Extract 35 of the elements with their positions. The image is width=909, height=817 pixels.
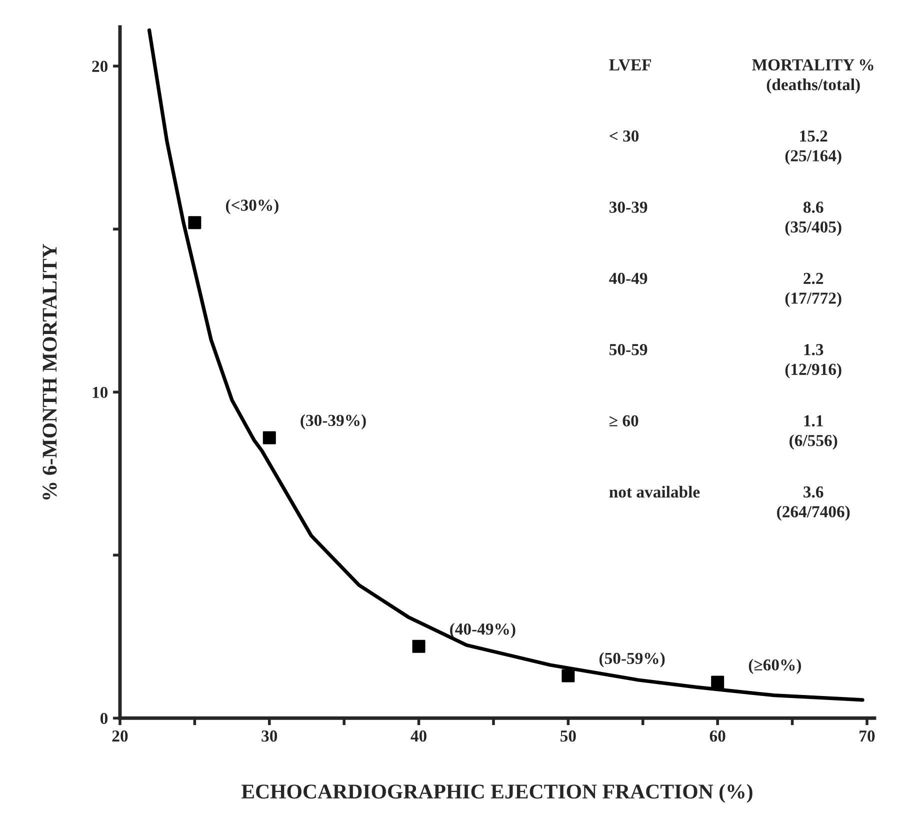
annotation: MORTALITY % (deaths/total) [752,59,874,94]
x-tick-label: 70 [860,730,875,742]
point [188,216,202,230]
annotation: 50-59 [610,344,648,356]
annotation: 1.1 (6/556) [790,415,838,450]
annotation: (<30%) [226,199,278,214]
y-axis-title: % 6-MONTH MORTALITY [42,244,57,500]
annotation: 30-39 [610,202,648,213]
annotation: 1.3 (12/916) [785,344,842,378]
point [562,669,575,682]
point [412,640,426,653]
annotation: ≥ 60 [610,415,638,426]
annotation: (30-39%) [300,414,366,430]
annotation: < 30 [610,130,639,142]
y-tick-label: 10 [92,386,108,398]
annotation: LVEF [609,59,652,71]
x-tick-label: 40 [410,730,426,742]
annotation: 8.6 (35/405) [785,202,842,236]
annotation: (50-59%) [599,652,665,668]
annotation: 3.6 (264/7406) [777,486,850,521]
x-tick-label: 30 [262,730,278,742]
annotation: not available [609,486,700,498]
y-tick-label: 20 [92,60,108,72]
annotation: (≥60%) [748,658,801,674]
annotation: 2.2 (17/772) [785,272,842,308]
point [262,431,276,444]
annotation: (40-49%) [450,622,516,638]
x-tick-label: 50 [560,730,576,742]
annotation: 40-49 [609,272,648,284]
y-tick-label: 0 [100,712,108,724]
point [711,676,724,689]
annotation: 15.2 (25/164) [785,130,842,165]
x-tick-label: 20 [112,730,128,742]
x-tick-label: 60 [710,730,726,742]
x-axis-title: ECHOCARDIOGRAPHIC EJECTION FRACTION (%) [241,784,752,803]
